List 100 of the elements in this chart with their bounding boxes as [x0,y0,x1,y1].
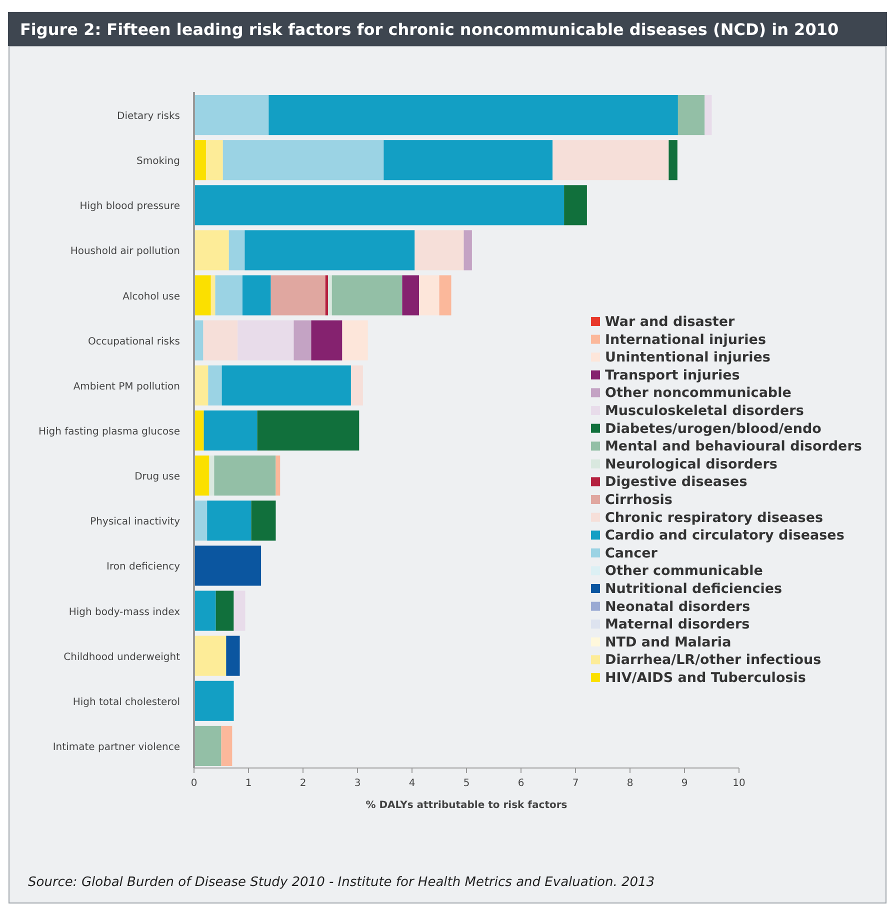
bar [194,95,269,136]
bar [209,456,214,496]
bar [214,456,276,496]
bar [226,636,240,676]
y-tick-label: High body-mass index [68,606,180,618]
bar [704,95,712,136]
y-tick-label: Occupational risks [88,336,180,348]
legend-label: Unintentional injuries [605,350,770,366]
legend-label: Neonatal disorders [605,598,750,615]
bar [216,590,234,631]
y-tick-label: Childhood underweight [64,652,180,663]
x-tick-label: 10 [732,778,746,789]
y-tick-label: Intimate partner violence [52,742,180,753]
bar [552,140,669,180]
legend-label: Other noncommunicable [605,385,792,402]
bar [464,230,472,270]
legend-label: War and disaster [605,314,736,330]
bar [194,185,564,226]
x-tick-label: 9 [681,778,688,789]
bar [268,95,678,136]
bar [328,275,332,316]
bar [222,140,384,180]
bar [402,275,420,316]
y-tick-label: High fasting plasma glucose [38,426,180,438]
bar [194,680,234,721]
bar [311,320,342,360]
x-tick-label: 8 [626,778,634,789]
x-tick-label: 6 [518,778,524,789]
bar [270,275,326,316]
bar [251,500,276,541]
legend-label: International injuries [605,332,766,348]
bar [210,275,216,316]
legend-label: HIV/AIDS and Tuberculosis [605,670,806,686]
bar [678,95,705,136]
bar [234,590,246,631]
x-tick-label: 4 [408,778,416,789]
bar [257,410,360,451]
bar [242,275,271,316]
bar [204,410,258,451]
bar [419,275,440,316]
bar [194,320,204,360]
bar [194,365,208,406]
y-tick-label: High total cholesterol [72,696,180,708]
legend-label: Cancer [605,545,658,562]
y-tick-label: Houshold air pollution [70,246,180,258]
bar [206,140,223,180]
bar [194,500,208,541]
bar [414,230,464,270]
legend-label: Chronic respiratory diseases [605,510,824,526]
legend-label: NTD and Malaria [605,634,732,650]
bar [564,185,587,226]
x-tick-label: 0 [190,778,198,789]
bar [238,320,294,360]
legend-label: Cardio and circulatory diseases [605,528,844,544]
source-note: Source: Global Burden of Disease Study 2010 - Institute for Health Metrics and Evaluation. 2013 [28,875,655,890]
legend-label: Maternal disorders [605,616,750,633]
legend-label: Musculoskeletal disorders [605,403,804,419]
y-tick-label: Ambient PM pollution [73,381,180,392]
bar [194,230,229,270]
bar [194,456,210,496]
bar [325,275,328,316]
x-tick-label: 3 [354,778,361,789]
chart-title: Figure 2: Fifteen leading risk factors for chronic noncommunicable diseases (NCD) in 2010 [20,20,839,39]
bar [194,275,211,316]
bar [194,140,206,180]
bar [342,320,368,360]
bar [194,546,262,586]
legend-label: Diarrhea/LR/other infectious [605,652,822,668]
bar [194,410,204,451]
legend-label: Neurological disorders [605,456,778,472]
legend-label: Diabetes/urogen/blood/endo [605,420,822,437]
bar [194,590,216,631]
y-tick-label: Physical inactivity [90,516,180,528]
x-tick-label: 2 [300,778,306,789]
bar [439,275,452,316]
legend-label: Cirrhosis [605,492,672,508]
bar [350,365,363,406]
bar [294,320,312,360]
y-tick-label: Smoking [136,156,180,168]
bar [668,140,678,180]
legend-label: Nutritional deficiencies [605,581,782,597]
bar [215,275,243,316]
bar [276,456,280,496]
bar [222,365,351,406]
x-tick-label: 1 [245,778,252,789]
x-axis-title: % DALYs attributable to risk factors [366,800,568,811]
bar [384,140,553,180]
y-tick-label: High blood pressure [80,201,180,212]
legend-label: Transport injuries [605,367,740,384]
y-tick-label: Alcohol use [122,291,180,302]
bar [207,500,252,541]
bar [332,275,402,316]
y-tick-label: Dietary risks [117,111,180,122]
bar [228,230,245,270]
bar [221,726,232,766]
bar [194,726,222,766]
bar [203,320,238,360]
bar [244,230,415,270]
y-tick-label: Iron deficiency [106,562,180,573]
legend-label: Digestive diseases [605,474,748,490]
